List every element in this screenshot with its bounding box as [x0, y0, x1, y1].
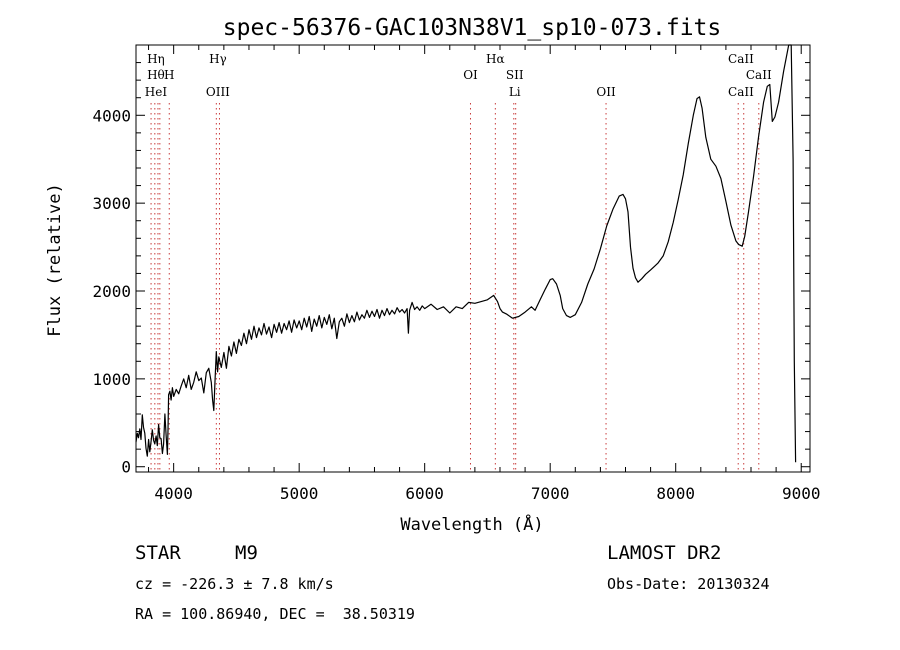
spectral-line-label: SII: [506, 68, 524, 82]
spectral-line-label: Hγ: [209, 52, 227, 66]
survey-name: LAMOST DR2: [607, 542, 722, 564]
x-tick-label: 8000: [656, 484, 695, 503]
redshift-readout: cz = -226.3 ± 7.8 km/s: [135, 575, 334, 593]
y-tick-label: 3000: [92, 194, 131, 213]
spectral-line-label: CaII: [728, 85, 754, 99]
spectral-line-label: OI: [463, 68, 478, 82]
spectrum-series: [135, 44, 797, 463]
spectral-line-label: Hη: [147, 52, 165, 66]
object-subclass: M9: [235, 542, 258, 564]
y-tick-label: 0: [121, 458, 131, 477]
spectral-line-label: Hθ: [147, 68, 165, 82]
obs-date: Obs-Date: 20130324: [607, 575, 770, 593]
x-axis-label: Wavelength (Å): [400, 513, 543, 535]
spectral-line-label: Li: [509, 85, 521, 99]
chart-title: spec-56376-GAC103N38V1_sp10-073.fits: [223, 15, 722, 41]
y-tick-label: 2000: [92, 282, 131, 301]
spectral-line-label: H: [164, 68, 174, 82]
x-tick-label: 9000: [782, 484, 821, 503]
y-tick-label: 4000: [92, 106, 131, 125]
spectral-line-label: Hα: [486, 52, 505, 66]
x-tick-label: 6000: [405, 484, 444, 503]
spectral-line-label: CaII: [728, 52, 754, 66]
axes: 4000 5000 6000 7000 8000 9000 0 1000 2000 3000 400…: [92, 44, 821, 503]
x-tick-label: 7000: [531, 484, 570, 503]
y-axis-label: Flux (relative): [45, 183, 65, 337]
x-tick-label: 4000: [154, 484, 193, 503]
y-tick-label: 1000: [92, 370, 131, 389]
object-class: STAR: [135, 542, 181, 564]
spectral-line-label: CaII: [746, 68, 772, 82]
spectral-line-label: OII: [596, 85, 616, 99]
coordinates: RA = 100.86940, DEC = 38.50319: [135, 605, 415, 623]
plot-frame: [135, 44, 811, 473]
spectrum-line: [135, 44, 797, 463]
x-tick-label: 5000: [280, 484, 319, 503]
spectral-line-label: HeI: [145, 85, 168, 99]
spectral-line-label: OIII: [206, 85, 230, 99]
